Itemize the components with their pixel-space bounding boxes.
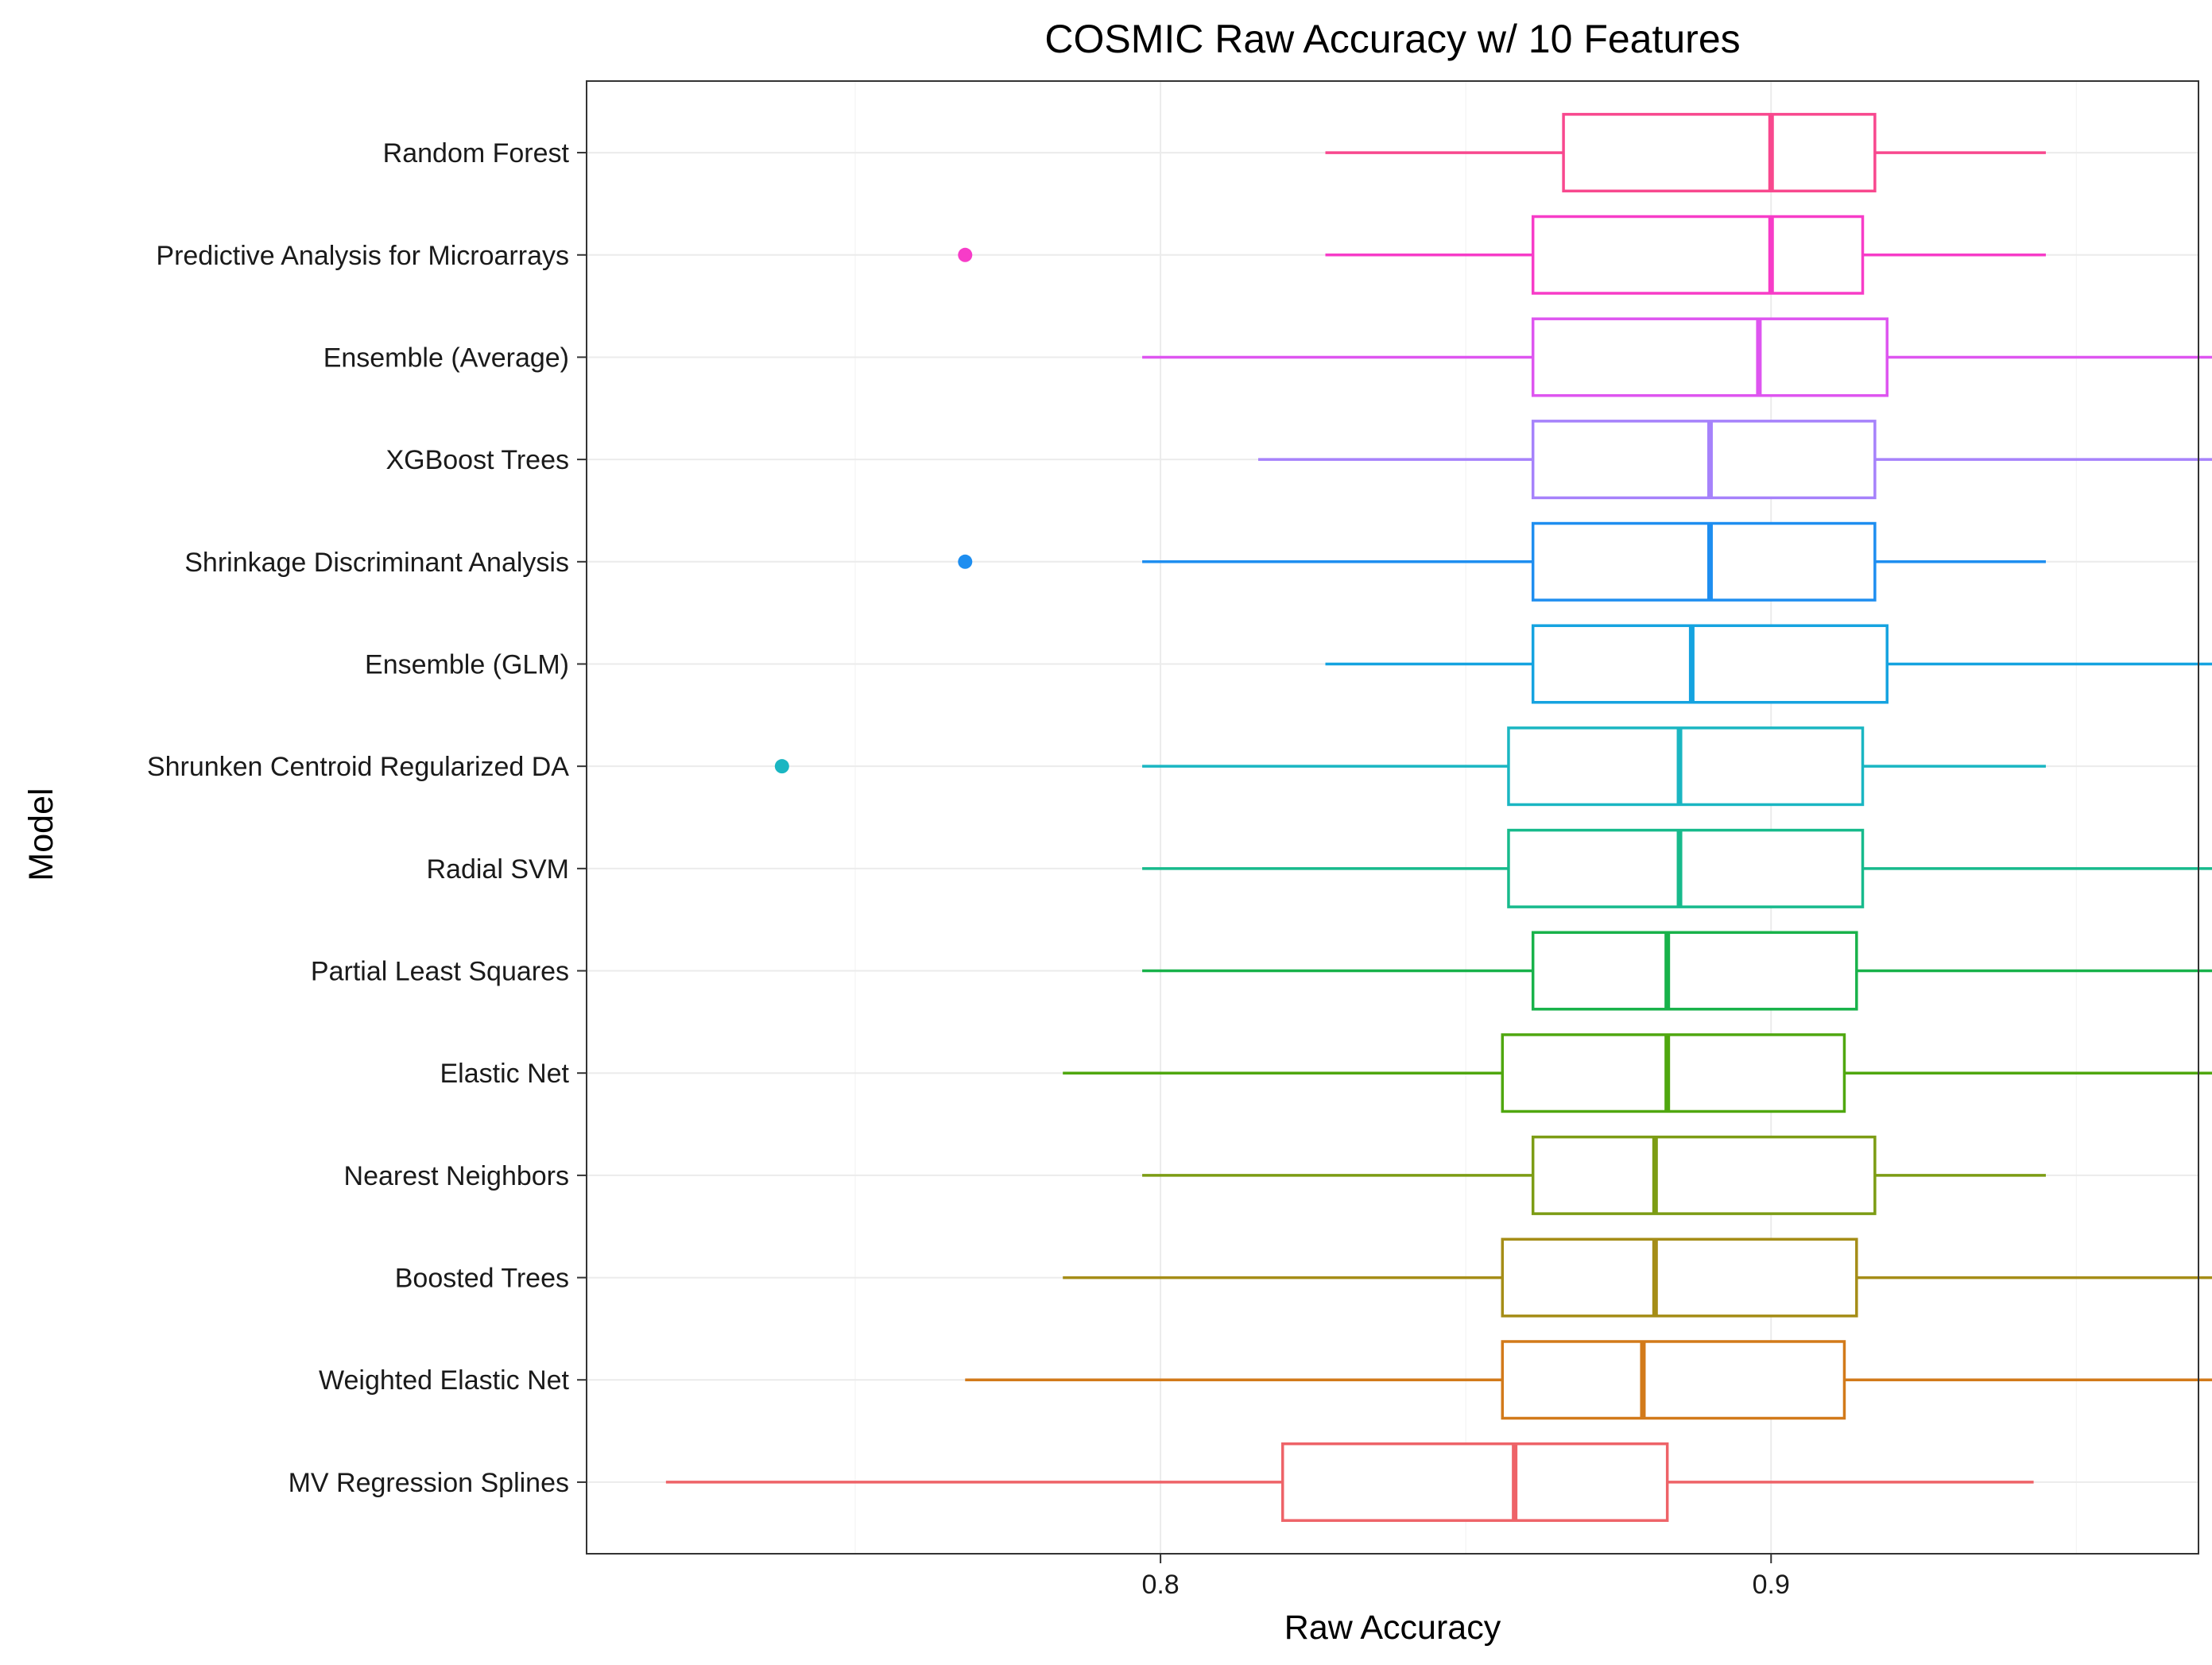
box-partial-least-squares <box>1142 931 2212 1011</box>
x-tick-label: 0.8 <box>1141 1570 1179 1600</box>
y-tick-label: Partial Least Squares <box>311 957 569 987</box>
y-tick-label: Elastic Net <box>440 1059 570 1089</box>
outlier-point <box>774 759 789 774</box>
box-iqr <box>1531 521 1877 602</box>
box-elastic-net <box>1063 1033 2212 1113</box>
y-tick-label: Ensemble (GLM) <box>365 649 569 680</box>
y-tick-label: Shrunken Centroid Regularized DA <box>147 752 569 782</box>
y-axis-title: Model <box>22 788 60 881</box>
x-axis-title: Raw Accuracy <box>1284 1609 1501 1647</box>
box-iqr <box>1280 1442 1669 1522</box>
y-tick-label: XGBoost Trees <box>385 445 569 475</box>
box-ensemble-glm- <box>1325 624 2212 704</box>
y-tick-label: Random Forest <box>383 138 570 168</box>
box-iqr <box>1531 931 1858 1011</box>
y-axis: Random Forest Predictive Analysis for Mic… <box>147 138 587 1498</box>
outlier-point <box>958 554 973 569</box>
y-tick-label: MV Regression Splines <box>289 1468 569 1498</box>
box-radial-svm <box>1142 828 2212 908</box>
panel-border <box>586 80 2199 1555</box>
y-tick-label: Predictive Analysis for Microarrays <box>156 241 569 271</box>
boxes-layer <box>665 113 2212 1522</box>
box-shrinkage-discriminant-analysis <box>958 521 2046 602</box>
box-iqr <box>1531 624 1889 704</box>
box-iqr <box>1501 1340 1846 1420</box>
x-tick-label: 0.9 <box>1753 1570 1790 1600</box>
box-iqr <box>1562 113 1877 193</box>
box-mv-regression-splines <box>665 1442 2034 1522</box>
y-tick-label: Radial SVM <box>426 854 569 885</box>
y-tick-label: Boosted Trees <box>395 1264 569 1294</box>
box-iqr <box>1501 1033 1846 1113</box>
box-iqr <box>1531 420 1877 500</box>
box-iqr <box>1531 317 1889 397</box>
box-weighted-elastic-net <box>965 1340 2212 1420</box>
box-boosted-trees <box>1063 1237 2212 1318</box>
box-predictive-analysis-for-microarrays <box>958 215 2046 295</box>
box-random-forest <box>1325 113 2046 193</box>
y-tick-label: Ensemble (Average) <box>323 343 569 373</box>
outlier-point <box>958 247 973 262</box>
box-iqr <box>1531 1135 1877 1215</box>
x-axis: 0.8 0.9 <box>1141 1554 1790 1600</box>
y-tick-label: Shrinkage Discriminant Analysis <box>184 548 569 578</box>
y-tick-label: Nearest Neighbors <box>344 1161 569 1191</box>
chart-title: COSMIC Raw Accuracy w/ 10 Features <box>1044 17 1740 61</box>
y-tick-label: Weighted Elastic Net <box>319 1365 570 1396</box>
box-iqr <box>1507 726 1865 807</box>
box-iqr <box>1501 1237 1858 1318</box>
box-iqr <box>1507 828 1865 908</box>
box-shrunken-centroid-regularized-da <box>774 726 2046 807</box>
box-xgboost-trees <box>1258 420 2212 500</box>
box-nearest-neighbors <box>1142 1135 2046 1215</box>
box-ensemble-average- <box>1142 317 2212 397</box>
box-iqr <box>1531 215 1865 295</box>
